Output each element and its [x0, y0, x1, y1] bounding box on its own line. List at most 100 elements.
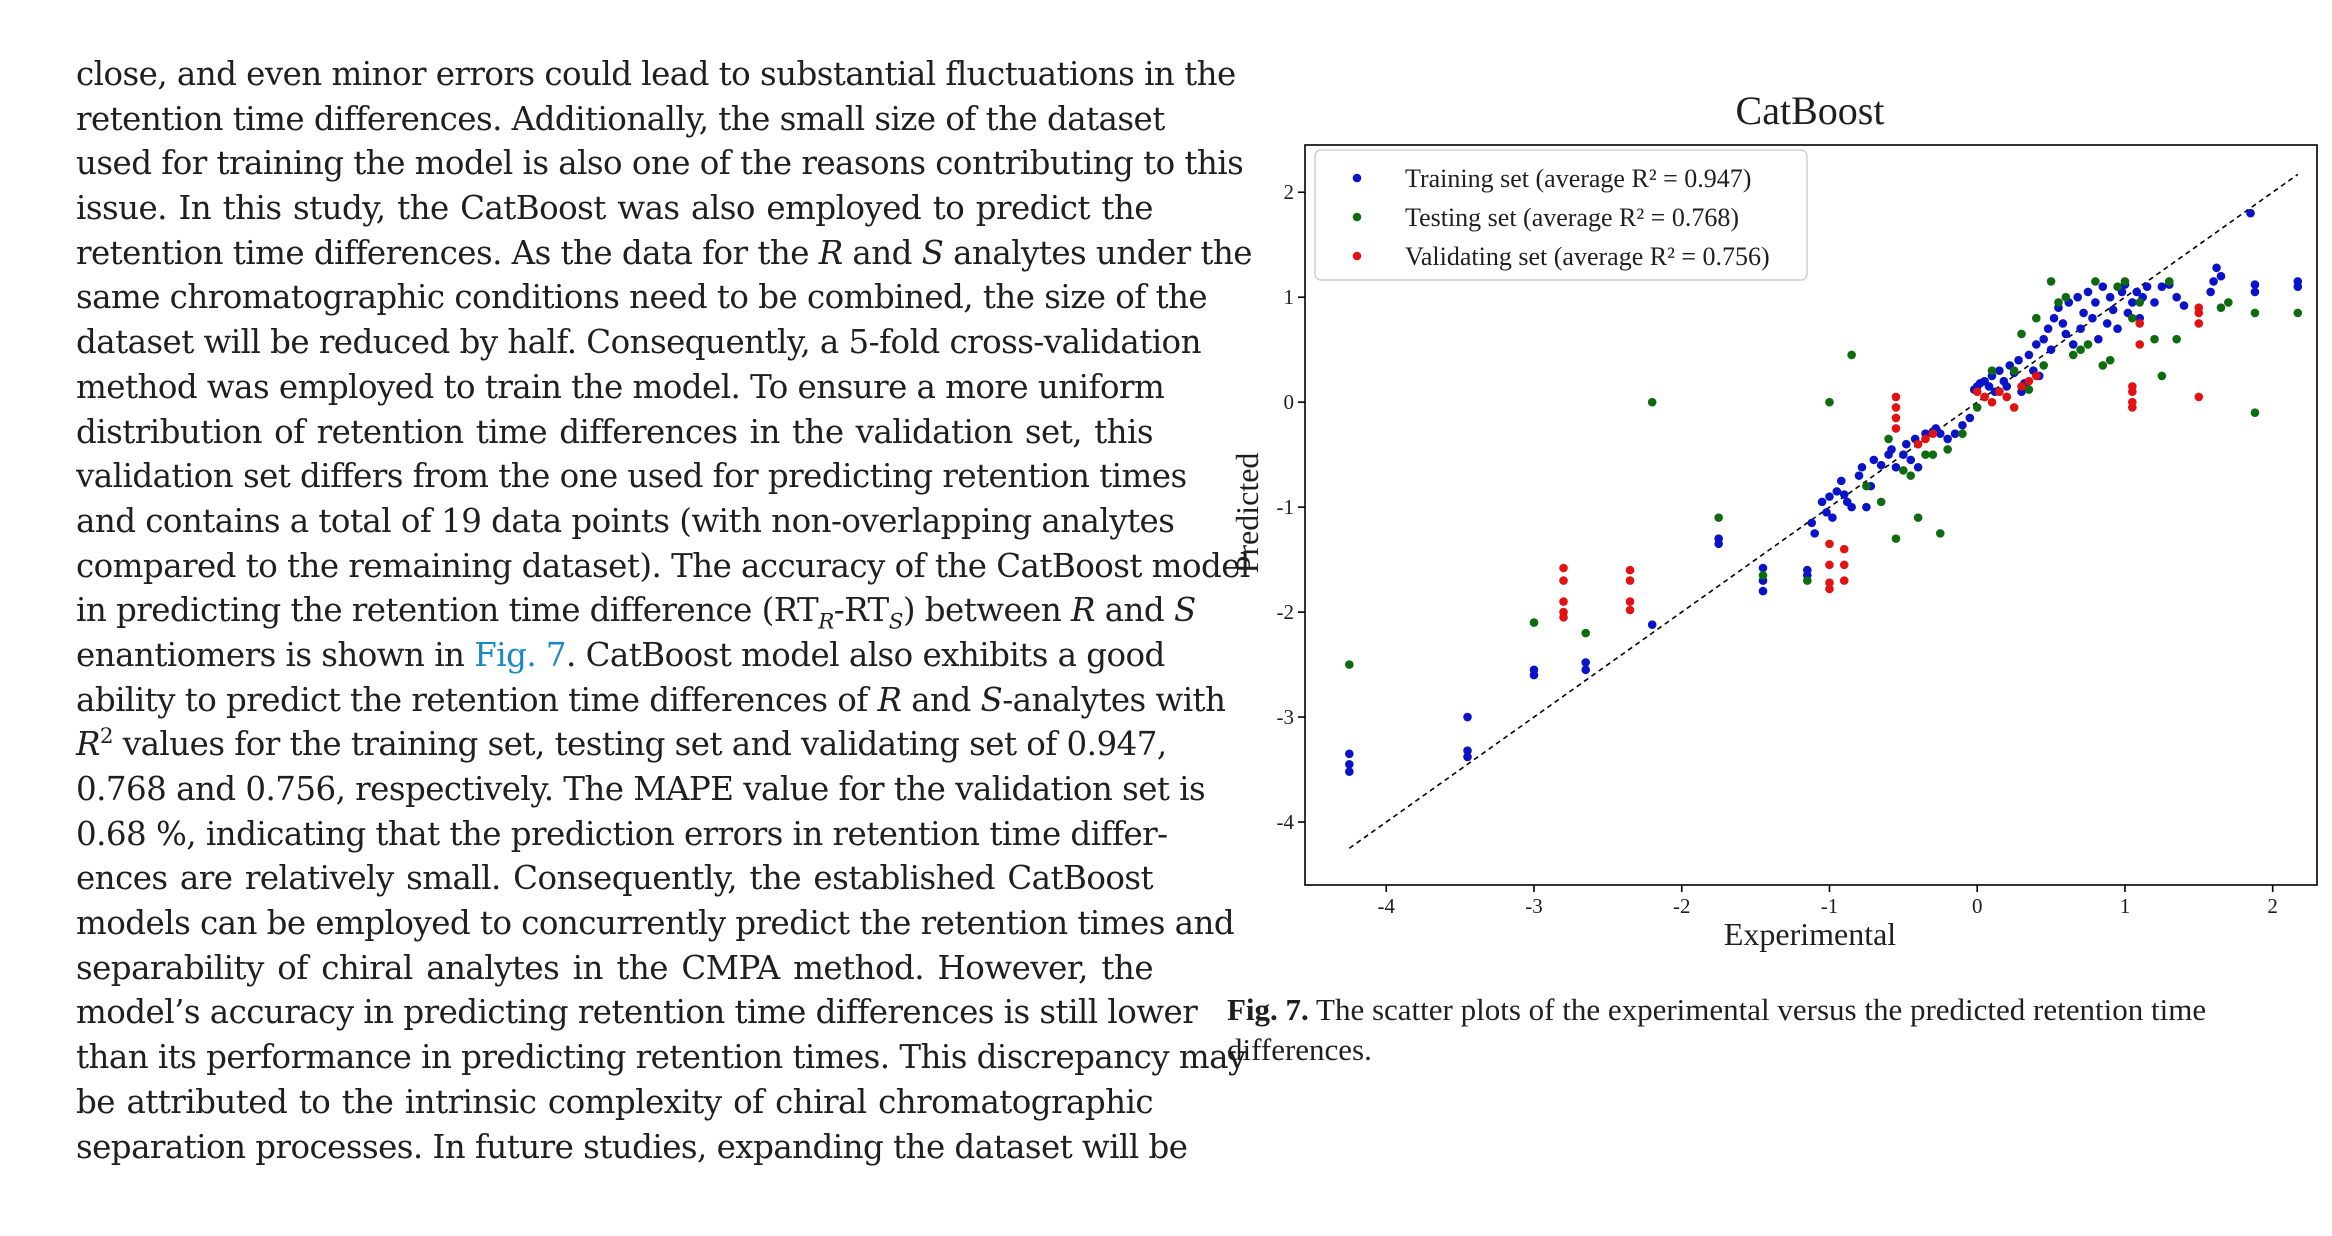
- data-point: [1987, 397, 1997, 407]
- text-line: separability of chiral analytes in the C…: [76, 948, 1154, 987]
- data-point: [2164, 277, 2174, 286]
- data-point: [1958, 420, 1967, 430]
- data-point: [2002, 392, 2012, 402]
- data-point: [1345, 660, 1354, 669]
- series-3: [1559, 303, 2204, 622]
- data-point: [1891, 534, 1901, 543]
- figure-link[interactable]: Fig. 7: [474, 635, 567, 674]
- data-point: [2088, 313, 2097, 323]
- data-point: [1758, 563, 1768, 573]
- text-line: validation set differs from the one used…: [76, 457, 1187, 496]
- data-point: [2172, 334, 2181, 344]
- x-tick-label: 1: [2120, 894, 2131, 918]
- data-point: [1921, 434, 1930, 444]
- text-line: ability to predict the retention time di…: [76, 678, 1226, 723]
- data-point: [2017, 329, 2026, 339]
- data-point: [1913, 439, 1923, 449]
- italic-r: R: [76, 725, 100, 764]
- data-point: [2206, 287, 2215, 297]
- data-point: [2216, 303, 2226, 312]
- data-point: [1625, 605, 1635, 615]
- data-point: [2135, 298, 2145, 307]
- y-tick-label: 1: [1284, 285, 1295, 309]
- data-point: [1891, 403, 1901, 412]
- legend-label: Testing set (average R² = 0.768): [1405, 203, 1739, 232]
- legend: Training set (average R² = 0.947) Testing…: [1314, 149, 1808, 281]
- data-point: [1980, 392, 1989, 402]
- data-point: [1625, 597, 1635, 606]
- data-point: [2098, 361, 2108, 370]
- data-point: [2061, 292, 2071, 302]
- data-point: [1647, 397, 1657, 407]
- data-point: [2017, 382, 2026, 391]
- data-point: [2128, 397, 2137, 407]
- data-point: [2105, 292, 2115, 302]
- text-line: 0.68 %, indicating that the prediction e…: [76, 814, 1168, 853]
- data-point: [2194, 319, 2204, 328]
- data-point: [1345, 767, 1354, 776]
- data-point: [1758, 586, 1768, 596]
- data-point: [2083, 340, 2093, 349]
- text-run: -analytes with: [1002, 680, 1226, 719]
- data-point: [2039, 361, 2048, 370]
- data-point: [2250, 287, 2260, 297]
- data-point: [2079, 308, 2088, 318]
- data-point: [1906, 455, 1916, 465]
- data-point: [2216, 271, 2226, 281]
- data-point: [1836, 476, 1846, 486]
- data-point: [2094, 334, 2103, 344]
- data-point: [1928, 450, 1938, 459]
- data-point: [2142, 282, 2152, 292]
- y-tick-label: -1: [1277, 495, 1295, 519]
- data-point: [2194, 303, 2204, 312]
- data-point: [2061, 329, 2071, 339]
- text-run: enantiomers is shown in: [76, 635, 475, 674]
- plot-area: -4 -3 -2 -1 0 1 2 -4 -3 -2 -1 0 1 2: [1277, 144, 2318, 918]
- text-line: be attributed to the intrinsic complexit…: [76, 1082, 1154, 1121]
- data-point: [1928, 429, 1938, 438]
- data-point: [1887, 445, 1896, 454]
- reference-line: [1348, 173, 2299, 849]
- figure-7: CatBoost Experimental Predicted -4 -3 -2 -1…: [1180, 60, 2330, 1010]
- data-point: [2113, 324, 2122, 333]
- data-point: [2150, 334, 2159, 344]
- data-point: [1935, 429, 1945, 438]
- y-tick-label: 0: [1284, 390, 1295, 414]
- data-point: [1901, 439, 1911, 449]
- subscript-r: R: [818, 609, 834, 635]
- italic-r: R: [1071, 591, 1095, 630]
- data-point: [2024, 350, 2034, 360]
- text-line: R2 values for the training set, testing …: [76, 722, 1167, 767]
- data-point: [1758, 571, 1768, 580]
- data-point: [2224, 298, 2233, 307]
- text-line: compared to the remaining dataset). The …: [76, 546, 1250, 585]
- caption-text: The scatter plots of the experimental ve…: [1227, 992, 2207, 1067]
- data-point: [2024, 385, 2034, 394]
- data-point: [2250, 408, 2260, 417]
- data-point: [2091, 298, 2100, 307]
- data-point: [2194, 392, 2204, 402]
- data-point: [2049, 313, 2059, 323]
- data-point: [1857, 462, 1867, 472]
- legend-marker: [1352, 173, 1362, 183]
- italic-r: R: [818, 233, 843, 272]
- text-line: than its performance in predicting reten…: [76, 1038, 1246, 1077]
- data-point: [2102, 319, 2112, 328]
- text-run: . CatBoost model also exhibits a good: [566, 635, 1165, 674]
- data-point: [2132, 287, 2142, 297]
- data-point: [1839, 560, 1849, 570]
- data-point: [2046, 345, 2056, 354]
- data-point: [1825, 578, 1834, 588]
- data-point: [1839, 576, 1849, 585]
- data-point: [1559, 563, 1568, 573]
- data-point: [1935, 529, 1945, 538]
- text-line: retention time differences. As the data …: [76, 231, 1253, 276]
- data-point: [1463, 712, 1472, 722]
- data-point: [1972, 387, 1982, 396]
- data-point: [1825, 492, 1834, 501]
- body-text: close, and even minor errors could lead …: [76, 52, 1253, 1169]
- text-run: -RT: [833, 591, 889, 630]
- text-run: ability to predict the retention time di…: [76, 680, 878, 719]
- data-point: [2135, 340, 2145, 349]
- text-line: retention time differences. Additionally…: [76, 99, 1165, 138]
